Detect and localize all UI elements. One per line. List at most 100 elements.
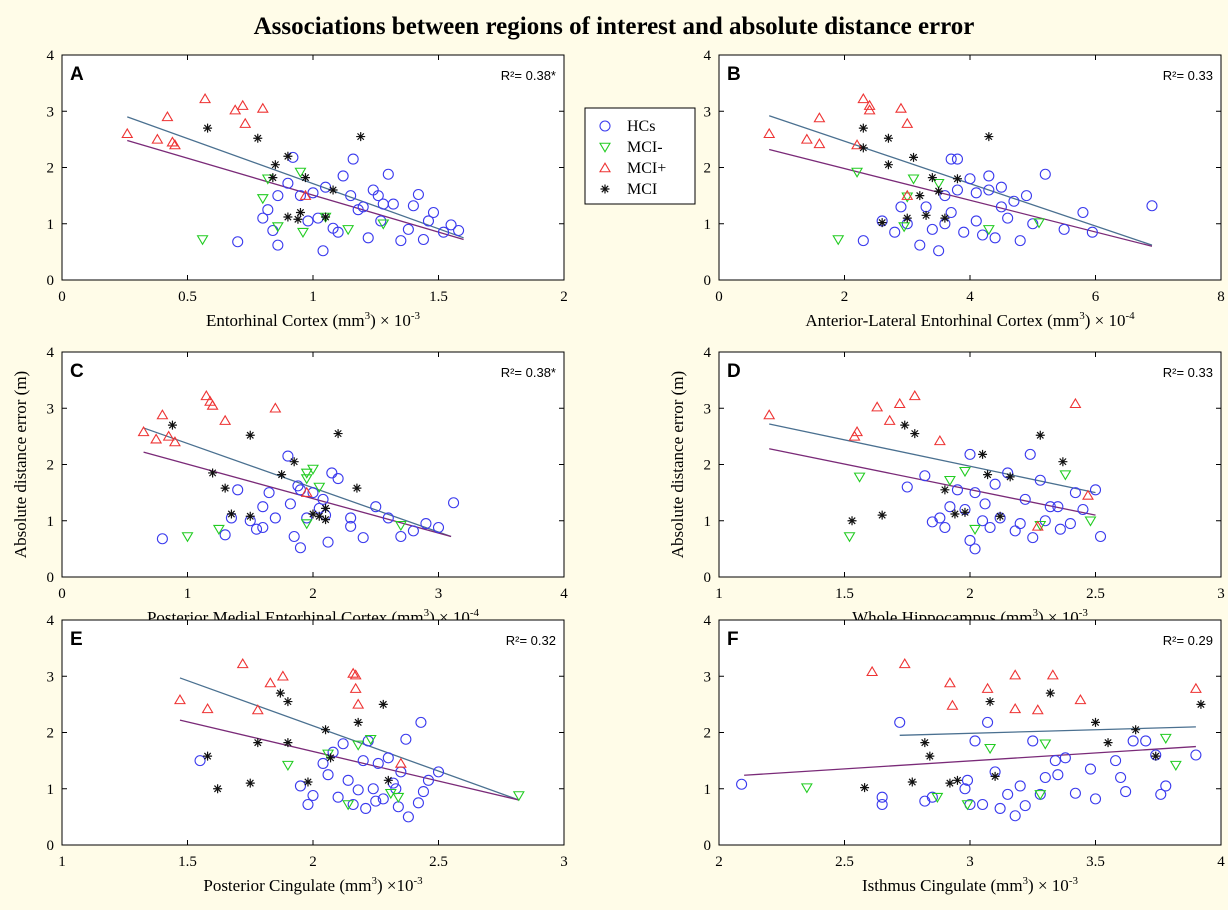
data-point [448, 497, 460, 509]
data-point [961, 800, 974, 811]
data-point [375, 215, 387, 227]
x-tick-label: 0.5 [178, 289, 197, 305]
data-point [1094, 530, 1107, 543]
data-point [219, 529, 231, 541]
data-point [933, 435, 946, 446]
panel-letter: F [727, 629, 739, 650]
data-point [1024, 448, 1036, 460]
data-point [245, 430, 255, 440]
data-point [952, 775, 962, 785]
data-point [985, 697, 995, 707]
data-point [1005, 472, 1015, 482]
data-point [940, 213, 950, 223]
y-tick-label: 2 [47, 161, 55, 177]
data-point [984, 743, 997, 755]
data-point [317, 245, 329, 257]
data-point [1127, 735, 1139, 747]
legend-label: HCs [627, 118, 655, 135]
data-point [934, 512, 946, 524]
data-point [317, 757, 329, 769]
data-point [307, 187, 319, 199]
y-tick-label: 1 [47, 782, 55, 798]
data-point [969, 524, 981, 536]
data-point [1069, 787, 1081, 799]
x-tick-label: 3 [435, 586, 443, 602]
x-tick-label: 1 [58, 854, 66, 870]
fit-line [179, 677, 520, 801]
y-tick-label: 1 [47, 514, 55, 530]
data-point [372, 757, 384, 769]
data-point [321, 503, 331, 513]
data-point [307, 464, 319, 475]
data-point [253, 133, 263, 143]
data-point [939, 190, 951, 202]
x-tick-label: 2 [309, 854, 317, 870]
r2-annotation: R²= 0.38* [501, 68, 556, 83]
data-point [1131, 725, 1141, 735]
x-tick-label: 2.5 [835, 854, 854, 870]
data-point [934, 186, 944, 196]
data-point [1064, 518, 1076, 530]
y-tick-label: 4 [704, 613, 712, 629]
data-point [883, 160, 893, 170]
data-point [1196, 699, 1206, 709]
data-point [417, 786, 429, 798]
data-point [422, 774, 435, 786]
data-point [1044, 501, 1056, 513]
y-tick-label: 3 [704, 669, 712, 685]
data-point [313, 482, 326, 493]
data-point [944, 501, 956, 513]
data-point [262, 204, 274, 216]
data-point [894, 716, 906, 728]
x-tick-label: 1 [184, 586, 192, 602]
data-point [372, 190, 384, 202]
data-point [236, 658, 249, 669]
data-point [964, 534, 976, 546]
data-point [400, 733, 412, 745]
data-point [328, 185, 338, 195]
data-point [362, 232, 374, 244]
data-point [289, 457, 299, 467]
data-point [314, 511, 324, 521]
data-point [1031, 520, 1044, 531]
data-point [168, 436, 181, 447]
data-point [969, 487, 981, 499]
data-point [995, 201, 1007, 213]
r2-annotation: R²= 0.29 [1163, 633, 1213, 648]
data-point [1002, 212, 1014, 224]
data-point [332, 226, 344, 238]
data-point [212, 524, 225, 536]
data-point [1084, 516, 1097, 527]
data-point [307, 789, 319, 802]
data-point [951, 184, 964, 196]
data-point [1039, 515, 1051, 527]
data-point [914, 239, 926, 251]
data-point [1034, 790, 1047, 801]
data-point [337, 738, 349, 750]
data-point [251, 704, 264, 715]
data-point [1054, 523, 1066, 535]
data-point [332, 473, 344, 485]
series-hcs [901, 448, 1107, 555]
x-axis-label: Posterior Cingulate (mm3) ×10-3 [203, 875, 423, 895]
data-point [1033, 218, 1045, 229]
data-point [1031, 704, 1044, 715]
data-point [919, 470, 931, 482]
data-point [253, 738, 263, 748]
data-point [951, 484, 964, 496]
data-point [843, 532, 856, 543]
data-point [883, 133, 893, 143]
data-point [394, 757, 407, 768]
data-point [982, 716, 994, 728]
data-point [337, 170, 349, 182]
data-point [352, 483, 362, 493]
data-point [201, 703, 214, 714]
data-point [943, 677, 956, 688]
x-tick-label: 2 [715, 854, 723, 870]
data-point [1115, 771, 1127, 784]
data-point [945, 206, 957, 219]
data-point [1059, 752, 1071, 764]
data-point [931, 792, 944, 804]
data-point [1046, 669, 1059, 680]
data-point [407, 200, 419, 212]
